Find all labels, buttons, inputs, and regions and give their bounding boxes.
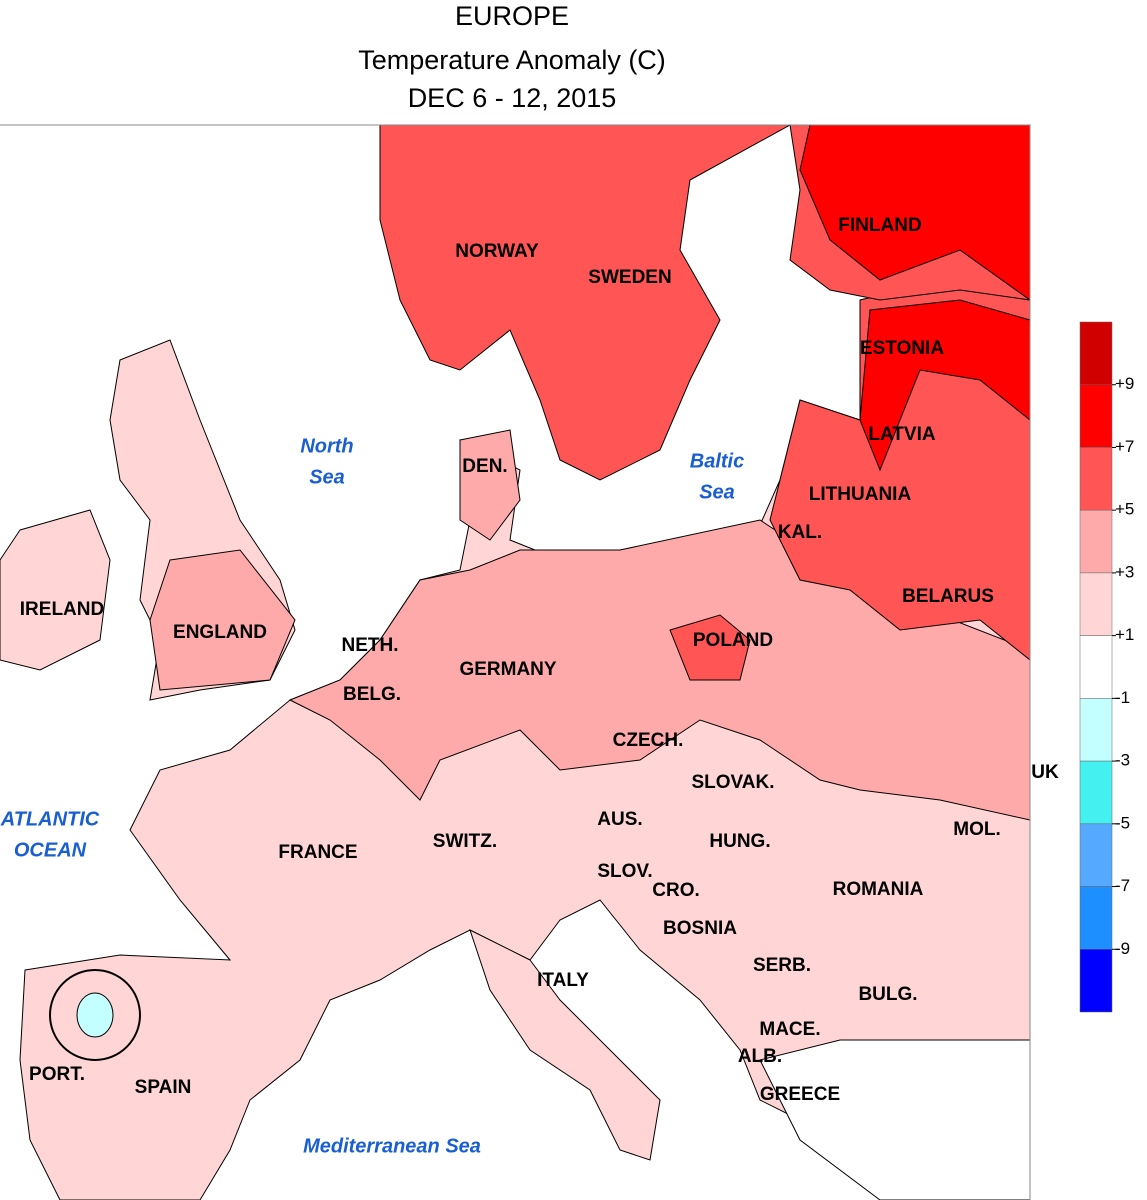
sea-label: Baltic bbox=[690, 450, 744, 472]
country-label: ENGLAND bbox=[173, 622, 267, 643]
colorbar-tick-label: -7 bbox=[1115, 876, 1130, 895]
subtitle: Temperature Anomaly (C) bbox=[358, 45, 666, 75]
country-label: UK bbox=[1031, 762, 1059, 783]
anomaly-zone bbox=[759, 1039, 1031, 1200]
country-label: SWITZ. bbox=[433, 831, 497, 852]
country-label: ALB. bbox=[738, 1046, 782, 1067]
country-label: IRELAND bbox=[20, 599, 104, 620]
sea-label: Mediterranean Sea bbox=[303, 1135, 481, 1157]
land bbox=[469, 929, 661, 1161]
colorbar-segment bbox=[1079, 509, 1113, 574]
country-label: AUS. bbox=[597, 809, 642, 830]
country-label: NORWAY bbox=[455, 241, 539, 262]
country-label: FRANCE bbox=[278, 842, 357, 863]
title-block: EUROPE Temperature Anomaly (C) DEC 6 - 1… bbox=[358, 1, 666, 113]
colorbar-tick-label: -9 bbox=[1115, 939, 1130, 958]
country-label: SLOVAK. bbox=[691, 772, 774, 793]
country-label: LITHUANIA bbox=[809, 484, 912, 505]
anomaly-zone bbox=[859, 299, 1031, 472]
colorbar-tick-label: +7 bbox=[1115, 437, 1134, 456]
anomaly-zone bbox=[669, 614, 751, 681]
colorbar: +9 +7 +5 +3 +1 -1 -3 -5 -7 -9 bbox=[1079, 321, 1134, 1013]
country-label: ROMANIA bbox=[833, 879, 924, 900]
anomaly-zone bbox=[149, 549, 296, 691]
colorbar-segment bbox=[1079, 384, 1113, 448]
labels: NORWAY SWEDEN FINLAND ESTONIA LATVIA LITHUANI… bbox=[0, 215, 1059, 1157]
colorbar-tick-label: -1 bbox=[1115, 688, 1130, 707]
country-label: GREECE bbox=[760, 1084, 840, 1105]
anomaly-zone bbox=[288, 519, 1031, 821]
anomaly-zone bbox=[49, 969, 141, 1061]
country-label: ITALY bbox=[537, 970, 589, 991]
country-label: MOL. bbox=[953, 819, 1001, 840]
country-label: SLOV. bbox=[597, 861, 652, 882]
country-label: POLAND bbox=[693, 630, 773, 651]
country-label: BELARUS bbox=[902, 586, 994, 607]
country-label: BULG. bbox=[858, 984, 917, 1005]
sea-label: OCEAN bbox=[14, 839, 87, 861]
country-label: CZECH. bbox=[613, 730, 684, 751]
title: EUROPE bbox=[455, 1, 569, 31]
land bbox=[459, 429, 521, 541]
country-label: SERB. bbox=[753, 955, 811, 976]
colorbar-segment bbox=[1079, 823, 1113, 887]
country-label: SWEDEN bbox=[588, 267, 671, 288]
country-label: SPAIN bbox=[135, 1077, 192, 1098]
map bbox=[0, 124, 1031, 1200]
anomaly-zone bbox=[76, 992, 114, 1038]
country-label: MACE. bbox=[759, 1019, 820, 1040]
colorbar-segment bbox=[1079, 698, 1113, 762]
colorbar-tick-label: +3 bbox=[1115, 562, 1134, 581]
land bbox=[0, 509, 111, 671]
colorbar-segment bbox=[1079, 447, 1113, 511]
country-label: CRO. bbox=[652, 880, 700, 901]
sea-label: North bbox=[300, 435, 353, 457]
colorbar-tick-label: -3 bbox=[1115, 751, 1130, 770]
sea-label: Sea bbox=[699, 481, 735, 503]
country-label: DEN. bbox=[462, 456, 507, 477]
sea-label: Sea bbox=[309, 466, 345, 488]
colorbar-segment bbox=[1079, 949, 1113, 1013]
country-label: NETH. bbox=[342, 635, 399, 656]
colorbar-segment bbox=[1079, 572, 1113, 636]
colorbar-tick-label: +1 bbox=[1115, 625, 1134, 644]
date-range: DEC 6 - 12, 2015 bbox=[408, 83, 617, 113]
colorbar-segment bbox=[1079, 886, 1113, 950]
colorbar-tick-label: +5 bbox=[1115, 500, 1134, 519]
sea-label: ATLANTIC bbox=[0, 808, 100, 830]
country-label: HUNG. bbox=[709, 831, 770, 852]
land bbox=[379, 124, 791, 481]
colorbar-tick-label: -5 bbox=[1115, 813, 1130, 832]
country-label: GERMANY bbox=[459, 659, 556, 680]
country-label: LATVIA bbox=[868, 424, 935, 445]
colorbar-segment bbox=[1079, 760, 1113, 825]
country-label: BELG. bbox=[343, 684, 401, 705]
country-label: KAL. bbox=[778, 522, 822, 543]
country-label: FINLAND bbox=[838, 215, 921, 236]
colorbar-segment bbox=[1079, 321, 1113, 385]
country-label: ESTONIA bbox=[860, 338, 944, 359]
colorbar-tick-label: +9 bbox=[1115, 374, 1134, 393]
country-label: PORT. bbox=[29, 1064, 85, 1085]
country-label: BOSNIA bbox=[663, 918, 737, 939]
colorbar-segment bbox=[1079, 635, 1113, 699]
